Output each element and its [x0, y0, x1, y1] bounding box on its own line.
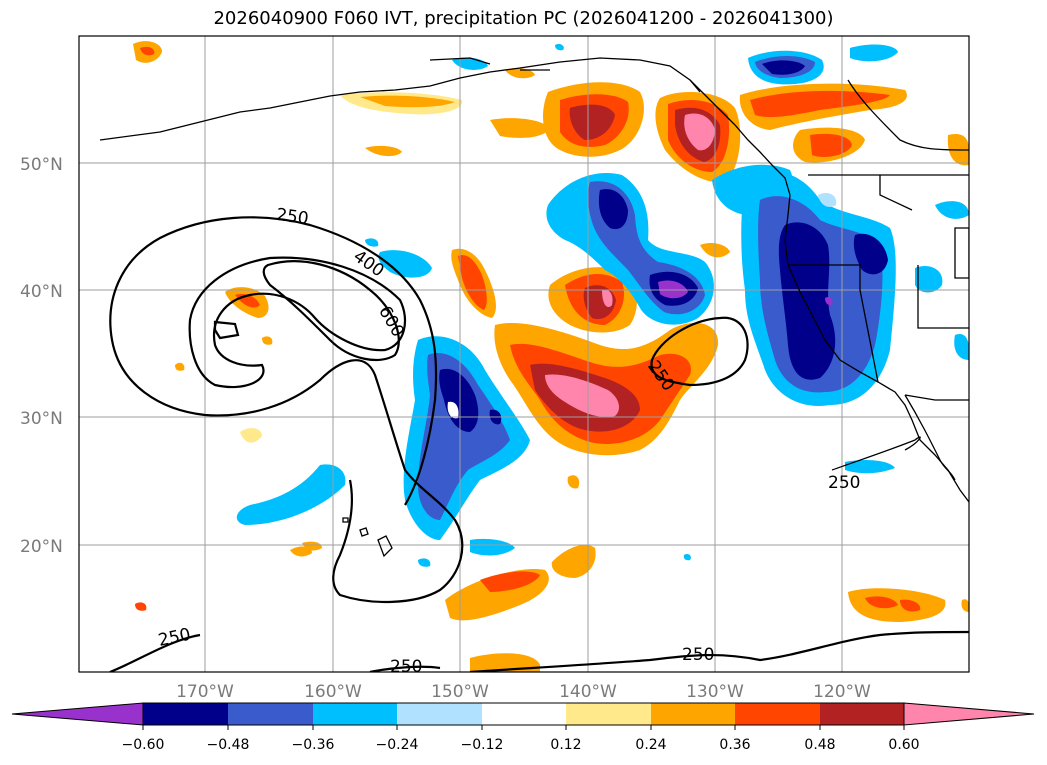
colorbar-tick-label: −0.24 [376, 737, 419, 753]
coastlines [99, 57, 969, 558]
lat-label-20n: 20°N [20, 537, 63, 557]
latitude-labels: 50°N 40°N 30°N 20°N [20, 155, 63, 557]
ivt-label-250-bottom: 250 [390, 657, 422, 677]
lon-label-150w: 150°W [431, 682, 489, 702]
lon-label-160w: 160°W [304, 682, 362, 702]
colorbar-tick-label: −0.12 [461, 737, 504, 753]
map-title: 2026040900 F060 IVT, precipitation PC (2… [213, 8, 834, 29]
colorbar-bin [820, 703, 904, 725]
positive-anomaly-areas [133, 41, 969, 672]
colorbar-tick-label: 0.12 [550, 737, 581, 753]
ivt-contours [109, 216, 969, 672]
ivt-label-250-baja: 250 [828, 473, 860, 493]
map-frame [78, 35, 970, 673]
lat-label-40n: 40°N [20, 282, 63, 302]
lat-label-30n: 30°N [20, 409, 63, 429]
colorbar: −0.60 −0.48 −0.36 −0.24 −0.12 0.12 0.24 … [11, 702, 1035, 753]
lon-label-140w: 140°W [559, 682, 617, 702]
colorbar-tick-label: −0.36 [292, 737, 335, 753]
lon-label-130w: 130°W [686, 682, 744, 702]
lat-label-50n: 50°N [20, 155, 63, 175]
colorbar-tick-label: 0.60 [888, 737, 919, 753]
negative-anomaly-areas [236, 43, 969, 567]
colorbar-bin [313, 703, 397, 725]
graticule [79, 36, 969, 672]
colorbar-bin [143, 703, 228, 725]
colorbar-tick-label: 0.48 [804, 737, 835, 753]
colorbar-tick-label: 0.36 [719, 737, 750, 753]
colorbar-bin [735, 703, 820, 725]
colorbar-tick-label: −0.48 [207, 737, 250, 753]
lon-label-170w: 170°W [176, 682, 234, 702]
colorbar-extend-low [11, 702, 144, 726]
colorbar-tick-label: 0.24 [635, 737, 666, 753]
map-panel: 250 400 600 250 250 250 250 250 [79, 36, 969, 677]
ivt-label-250-north: 250 [275, 205, 310, 229]
colorbar-bin [397, 703, 482, 725]
lon-label-120w: 120°W [813, 682, 871, 702]
colorbar-bin [566, 703, 651, 725]
ivt-600-contour [262, 260, 400, 362]
colorbar-tick-label: −0.60 [122, 737, 165, 753]
colorbar-bin [228, 703, 313, 725]
colorbar-bin [651, 703, 735, 725]
ivt-label-250-south: 250 [682, 645, 714, 665]
longitude-labels: 170°W 160°W 150°W 140°W 130°W 120°W [176, 682, 871, 702]
colorbar-extend-high [903, 702, 1035, 726]
colorbar-bin [482, 703, 566, 725]
ivt-250-contour [109, 216, 464, 604]
